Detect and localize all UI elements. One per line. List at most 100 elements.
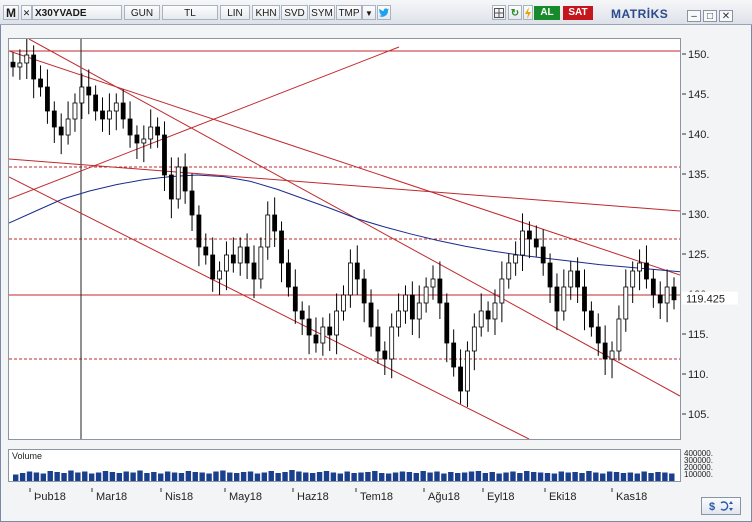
candle-body [31, 54, 37, 80]
grid-icon[interactable] [492, 5, 506, 20]
x-tick-label: Eki18 [549, 491, 577, 503]
minimize-icon[interactable]: – [687, 10, 701, 22]
volume-bar [579, 473, 585, 481]
x-tick-label: Nis18 [165, 491, 193, 503]
candle [347, 249, 353, 308]
candle [354, 245, 360, 295]
buy-button[interactable]: AL [534, 6, 560, 20]
candle-body [334, 310, 340, 336]
refresh-icon[interactable]: ↻ [508, 5, 522, 20]
candle-body [251, 262, 257, 280]
candle [65, 101, 71, 145]
candle-body [492, 302, 498, 320]
svd-button[interactable]: SVD [281, 5, 308, 20]
sym-button[interactable]: SYM [309, 5, 335, 20]
close-symbol-icon[interactable]: ✕ [21, 5, 32, 20]
x-tick-label: Kas18 [616, 491, 647, 503]
candle [58, 113, 64, 155]
volume-bar [461, 472, 468, 481]
candle-body [650, 278, 656, 296]
candle [637, 249, 642, 291]
candle [272, 197, 278, 247]
candle [547, 253, 553, 303]
candle-body [272, 214, 278, 232]
candle-body [382, 350, 388, 360]
candle [189, 173, 195, 231]
candle [10, 52, 16, 77]
candle-body [327, 326, 333, 336]
candle [540, 229, 546, 276]
candle-body [361, 278, 367, 304]
volume-bar [365, 472, 371, 481]
volume-bar [309, 473, 316, 481]
candle [444, 293, 450, 363]
scale-button[interactable]: LIN [220, 5, 250, 20]
candle [671, 277, 677, 310]
candle-body [313, 334, 319, 344]
volume-bar [282, 472, 288, 481]
volume-bar [234, 473, 240, 481]
last-price-box [682, 291, 738, 305]
currency-button[interactable]: TL [162, 5, 218, 20]
tmp-button[interactable]: TMP [336, 5, 362, 20]
khn-button[interactable]: KHN [252, 5, 280, 20]
volume-bar [344, 471, 350, 481]
volume-bar [303, 472, 309, 481]
candle [575, 257, 581, 303]
candle-body [196, 214, 202, 248]
candle-body [561, 286, 567, 312]
volume-bar [600, 473, 606, 481]
lightning-icon[interactable] [523, 5, 533, 20]
candle [127, 101, 133, 148]
candle-body [671, 286, 677, 301]
volume-bar [372, 471, 378, 481]
chevron-down-icon[interactable]: ▼ [362, 5, 376, 20]
volume-bar [593, 472, 599, 481]
candle-body [644, 262, 649, 280]
candle-body [527, 230, 532, 240]
volume-tick-label: 400000. [684, 449, 713, 458]
period-button[interactable]: GUN [124, 5, 160, 20]
candle-body [230, 254, 236, 264]
candle [382, 341, 388, 375]
candle-body [17, 62, 23, 68]
candle-body [623, 286, 629, 320]
candle-body [347, 262, 353, 296]
candle [492, 289, 498, 335]
candle [389, 313, 395, 379]
candle-body [244, 246, 250, 264]
candle [416, 285, 422, 339]
volume-bar [489, 472, 495, 481]
settings-button[interactable]: $ [701, 497, 741, 515]
app-logo[interactable]: M [3, 5, 19, 20]
candle-body [72, 102, 78, 120]
volume-panel[interactable]: Volume [8, 449, 681, 482]
symbol-field[interactable]: X30YVADE [32, 5, 122, 20]
price-chart-panel[interactable] [8, 37, 681, 440]
sell-button[interactable]: SAT [563, 6, 593, 20]
candle-body [465, 350, 470, 392]
candle [533, 225, 539, 257]
candle [134, 125, 140, 159]
candle [334, 293, 340, 355]
price-chart[interactable] [8, 37, 681, 440]
volume-bar [517, 473, 523, 481]
candle-body [10, 61, 16, 68]
y-tick-label: 140. [688, 129, 709, 141]
price-axis[interactable]: 150.145.140.135.130.125.120.115.110.105.… [682, 36, 742, 446]
candle [45, 69, 50, 124]
candle-body [341, 294, 346, 312]
x-tick-label: Eyl18 [487, 491, 515, 503]
candle [437, 261, 443, 319]
volume-bar [82, 471, 88, 481]
candle [582, 269, 587, 331]
volume-chart[interactable] [9, 450, 680, 481]
candle-body [93, 94, 99, 112]
maximize-icon[interactable]: □ [703, 10, 717, 22]
volume-bar [448, 472, 454, 481]
twitter-icon[interactable] [377, 5, 391, 20]
volume-bar [606, 471, 613, 481]
candle [93, 85, 99, 121]
candle [141, 125, 147, 163]
close-icon[interactable]: ✕ [719, 10, 733, 22]
